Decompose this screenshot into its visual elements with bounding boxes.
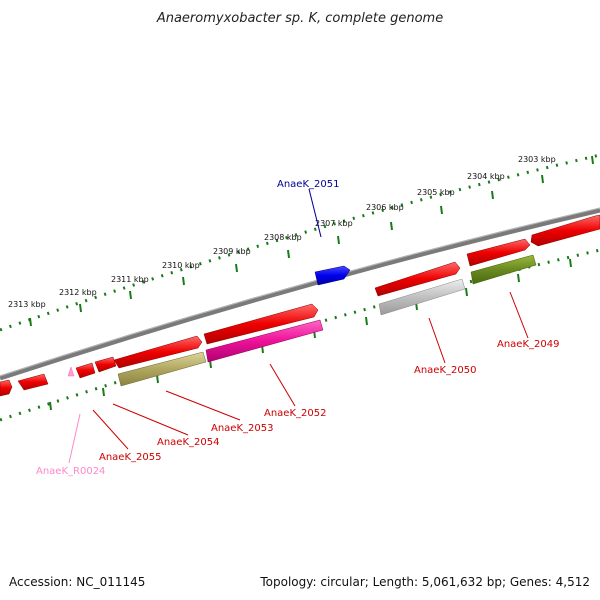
gene-anaek-2054[interactable]: [94, 356, 117, 373]
outer-major-ticks: [29, 155, 594, 327]
leader-line-2049: [509, 291, 529, 339]
tick-label: 2313 kbp: [8, 300, 46, 309]
gene-anaek-r0024[interactable]: [67, 366, 75, 377]
gene-red-reverse[interactable]: [17, 373, 49, 391]
leader-line-2051: [308, 188, 322, 238]
gene-anaek-2055[interactable]: [75, 362, 96, 379]
tick-label: 2308 kbp: [264, 233, 302, 242]
gene-red-forward[interactable]: [203, 303, 319, 345]
gene-label-2049[interactable]: AnaeK_2049: [497, 339, 559, 350]
gene-label-r0024[interactable]: AnaeK_R0024: [36, 466, 105, 477]
gene-anaek-2049[interactable]: [470, 254, 537, 285]
genome-backbone-highlight: [0, 207, 600, 377]
gene-red-forward[interactable]: [113, 335, 203, 369]
tick-label: 2305 kbp: [417, 188, 455, 197]
gene-label-2054[interactable]: AnaeK_2054: [157, 437, 219, 448]
tick-label: 2307 kbp: [315, 219, 353, 228]
gene-label-2052[interactable]: AnaeK_2052: [264, 408, 326, 419]
gene-red-reverse[interactable]: [0, 379, 13, 397]
leader-line-2052: [269, 363, 296, 407]
tick-label: 2309 kbp: [213, 247, 251, 256]
leader-line-2050: [428, 317, 446, 364]
accession-text: Accession: NC_011145: [9, 575, 145, 589]
leader-line-r0024: [68, 413, 81, 464]
leader-line-2053: [165, 390, 241, 421]
topology-text: Topology: circular; Length: 5,061,632 bp…: [259, 575, 590, 589]
gene-red-forward[interactable]: [466, 238, 531, 267]
gene-label-2055[interactable]: AnaeK_2055: [99, 452, 161, 463]
gene-anaek-2053[interactable]: [117, 351, 207, 387]
leader-line-2054: [112, 403, 189, 436]
gene-anaek-2052[interactable]: [205, 319, 324, 363]
gene-anaek-2050[interactable]: [378, 278, 466, 316]
tick-label: 2311 kbp: [111, 275, 149, 284]
gene-red-forward[interactable]: [530, 214, 600, 247]
gene-label-2050[interactable]: AnaeK_2050: [414, 365, 476, 376]
tick-label: 2312 kbp: [59, 288, 97, 297]
leader-line-2055: [92, 409, 129, 450]
gene-label-2051[interactable]: AnaeK_2051: [277, 179, 339, 190]
map-title: Anaeromyxobacter sp. K, complete genome: [156, 11, 443, 26]
tick-label: 2306 kbp: [366, 203, 404, 212]
tick-label: 2310 kbp: [162, 261, 200, 270]
gene-red-forward[interactable]: [374, 261, 461, 297]
tick-label: 2304 kbp: [467, 172, 505, 181]
gene-anaek-2051[interactable]: [314, 265, 351, 286]
genome-backbone: [0, 207, 600, 381]
tick-label: 2303 kbp: [518, 155, 556, 164]
gene-label-2053[interactable]: AnaeK_2053: [211, 423, 273, 434]
scale-tick-labels: 2313 kbp 2312 kbp 2311 kbp 2310 kbp 2309…: [8, 155, 556, 309]
